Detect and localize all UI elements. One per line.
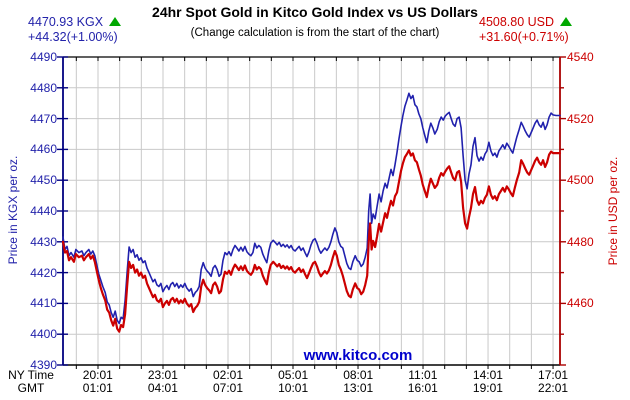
x-axis-label-ny: 08:01 (343, 368, 374, 382)
usd-price: 4508.80 USD (479, 15, 555, 29)
x-axis-label-gmt: 22:01 (538, 381, 569, 395)
up-arrow-icon (109, 17, 122, 26)
x-axis-label-ny: 05:01 (278, 368, 309, 382)
y-axis-right-label: 4520 (567, 111, 594, 126)
kitco-website-link[interactable]: www.kitco.com (303, 347, 413, 364)
usd-change: +31.60(+0.71%) (479, 30, 569, 44)
x-axis-label-ny: 20:01 (82, 368, 113, 382)
usd-price-row: 4508.80 USD (479, 15, 573, 30)
x-axis-row-label-gmt: GMT (17, 381, 45, 395)
kgx-quote: 4470.93 KGX +44.32(+1.00%) (28, 15, 122, 45)
x-axis-label-gmt: 10:01 (278, 381, 309, 395)
y-axis-left-label: 4450 (30, 173, 57, 188)
up-arrow-icon (560, 17, 573, 26)
y-axis-left-label: 4400 (30, 327, 57, 342)
x-axis-label-ny: 02:01 (212, 368, 244, 382)
x-axis-label-gmt: 04:01 (147, 381, 178, 395)
x-axis-label-ny: 23:01 (147, 368, 178, 382)
y-axis-left-label: 4490 (30, 50, 57, 64)
y-axis-left-label: 4480 (30, 80, 57, 95)
y-axis-right-label: 4480 (567, 234, 594, 249)
x-axis-label-gmt: 07:01 (212, 381, 244, 395)
usd-series-line (61, 149, 562, 333)
y-axis-left-label: 4390 (30, 358, 57, 372)
kgx-price: 4470.93 KGX (28, 15, 104, 29)
y-axis-left-label: 4420 (30, 265, 57, 280)
kgx-series-line (62, 92, 561, 325)
x-axis-label-ny: 17:01 (538, 368, 569, 382)
y-axis-right-title: Price in USD per oz. (606, 156, 620, 266)
usd-quote: 4508.80 USD +31.60(+0.71%) (479, 15, 573, 45)
chart-title: 24hr Spot Gold in Kitco Gold Index vs US… (152, 4, 478, 20)
y-axis-left-label: 4470 (30, 111, 57, 126)
x-axis-label-gmt: 01:01 (82, 381, 113, 395)
y-axis-right-label: 4500 (567, 173, 594, 188)
x-axis-label-gmt: 13:01 (343, 381, 374, 395)
y-axis-left-label: 4410 (30, 296, 57, 311)
y-axis-left-label: 4430 (30, 234, 57, 249)
y-axis-right-label: 4460 (567, 296, 594, 311)
x-axis-row-label-ny: NY Time (8, 368, 54, 382)
x-axis-label-gmt: 16:01 (407, 381, 438, 395)
x-axis-label-ny: 11:01 (408, 368, 438, 382)
kgx-price-row: 4470.93 KGX (28, 15, 122, 30)
y-axis-left-label: 4440 (30, 204, 57, 218)
kgx-change: +44.32(+1.00%) (28, 30, 118, 44)
chart-subtitle: (Change calculation is from the start of… (190, 27, 440, 39)
y-axis-right-label: 4540 (567, 50, 594, 64)
y-axis-left-label: 4460 (30, 142, 57, 157)
x-axis-label-gmt: 19:01 (472, 381, 503, 395)
x-axis-label-ny: 14:01 (472, 368, 503, 382)
